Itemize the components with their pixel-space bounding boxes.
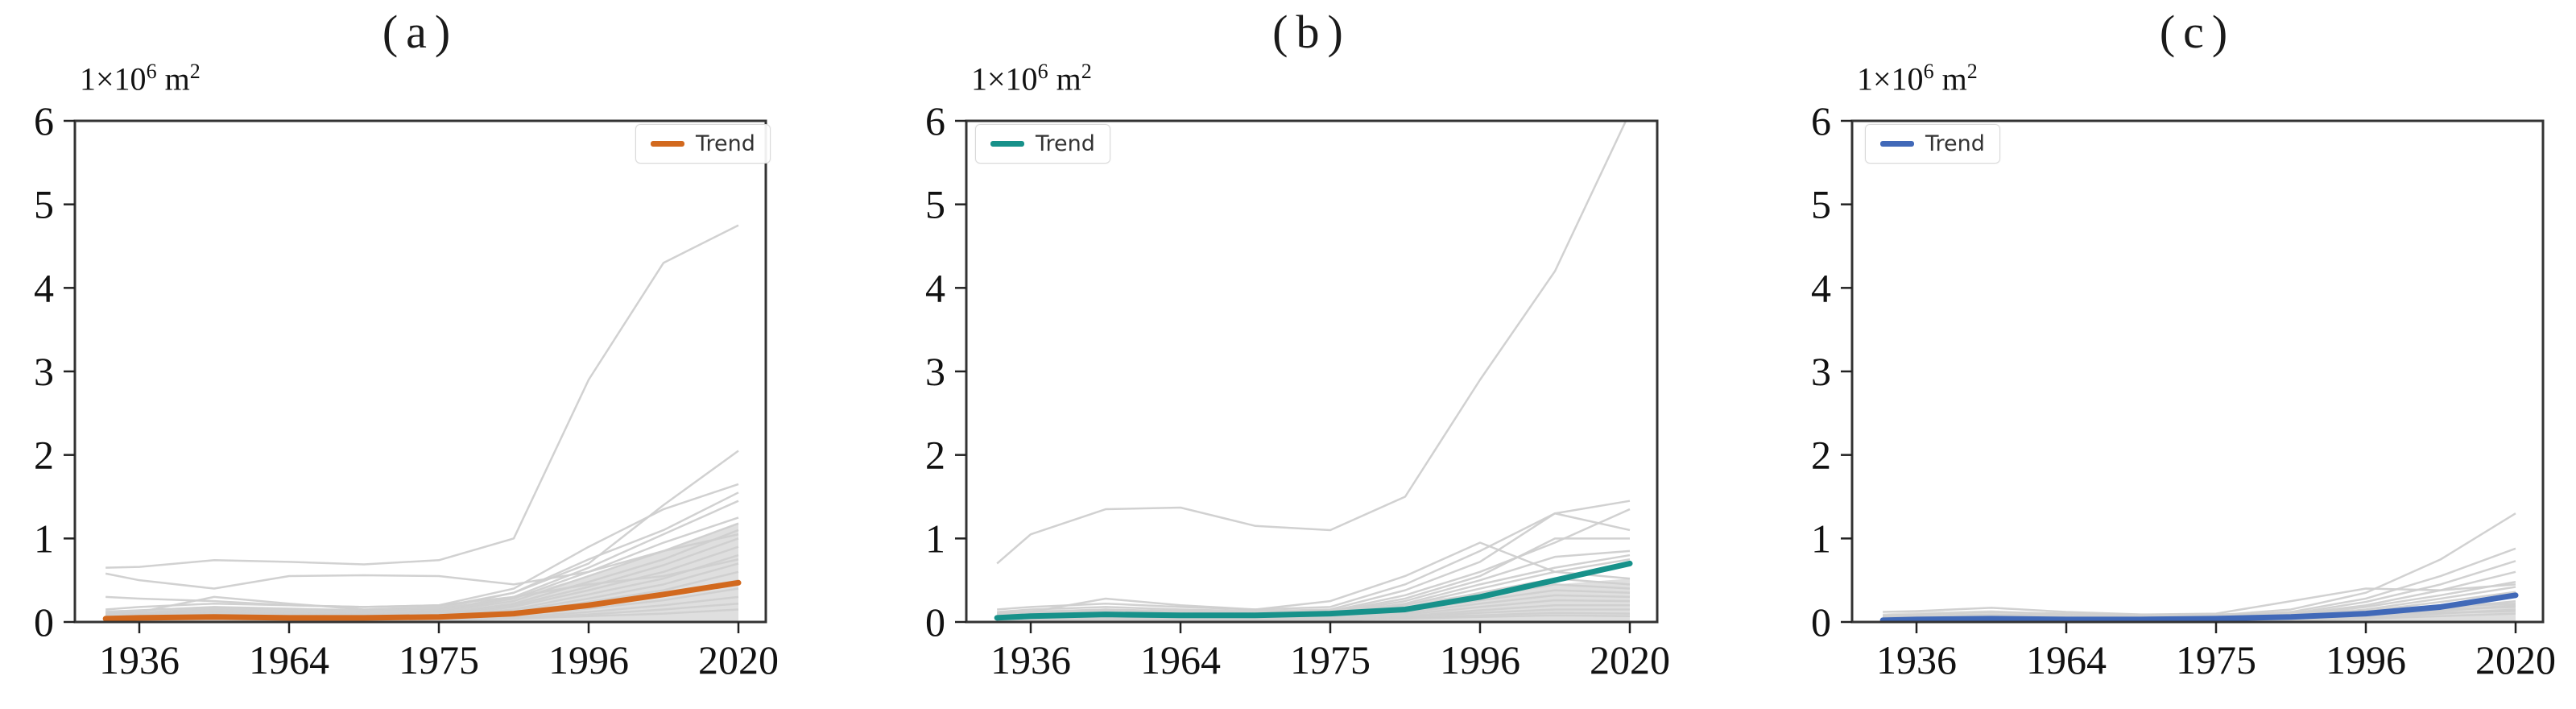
gray-series-line: [105, 224, 739, 569]
y-tick-label: 0: [34, 599, 54, 645]
y-tick-label: 3: [34, 349, 54, 394]
gray-series-line: [996, 121, 1627, 565]
y-tick-label: 4: [1811, 265, 1831, 310]
panel-c-y-axis-unit-label: 1×106 m2: [1857, 60, 1978, 97]
plot-area: [994, 121, 1633, 622]
axes-spines: [73, 119, 767, 624]
x-tick-label: 1936: [990, 637, 1071, 682]
x-tick-label: 1964: [1140, 637, 1221, 682]
y-unit-m-exponent: 2: [1081, 60, 1092, 83]
plot-area: [102, 224, 742, 622]
gray-series-line: [105, 500, 739, 615]
panel-a-legend: Trend: [635, 124, 771, 164]
legend-label: Trend: [1036, 131, 1095, 156]
axes-spines: [1850, 119, 2545, 624]
y-unit-m-exponent: 2: [189, 60, 201, 83]
panel-b-legend: Trend: [975, 124, 1110, 164]
y-tick-label: 6: [34, 98, 54, 143]
x-tick-label: 1975: [399, 637, 479, 682]
y-unit-exponent: 6: [146, 60, 157, 83]
y-tick-label: 0: [925, 599, 945, 645]
trend-line: [102, 579, 742, 622]
y-unit-exponent: 6: [1923, 60, 1934, 83]
panel-a-y-axis-unit-label: 1×106 m2: [80, 60, 201, 97]
y-tick-label: 5: [925, 182, 945, 227]
y-tick-label: 5: [1811, 182, 1831, 227]
chart-panel-a: 1936 1964 1975 1996 2020 0 1 2 3 4 5 6: [34, 98, 779, 682]
y-tick-label: 3: [925, 349, 945, 394]
y-unit-m: m: [1048, 60, 1081, 97]
y-tick-label: 1: [925, 516, 945, 561]
panel-b-title: (b): [1272, 6, 1351, 58]
y-tick-label: 1: [34, 516, 54, 561]
y-tick-label: 2: [925, 433, 945, 478]
y-tick-label: 4: [925, 265, 945, 310]
y-unit-base: 1×10: [80, 60, 147, 97]
chart-panel-c: 1936 1964 1975 1996 2020 0 1 2 3 4 5 6: [1811, 98, 2556, 682]
trend-line-swatch-orange: [651, 141, 684, 147]
x-tick-label: 2020: [698, 637, 779, 682]
gray-series-line: [105, 491, 739, 613]
y-tick-label: 4: [34, 265, 54, 310]
y-tick-label: 1: [1811, 516, 1831, 561]
gray-series-line: [997, 614, 1631, 622]
x-tick-label: 2020: [2475, 637, 2556, 682]
plot-area: [1879, 512, 2519, 622]
y-tick-label: 6: [1811, 98, 1831, 143]
trend-line: [1879, 592, 2519, 622]
x-tick-label: 1996: [548, 637, 629, 682]
y-tick-label: 2: [1811, 433, 1831, 478]
trend-line-swatch-teal: [990, 141, 1024, 147]
panel-c-legend: Trend: [1865, 124, 2000, 164]
y-unit-m: m: [1933, 60, 1967, 97]
gray-series-line: [997, 541, 1631, 615]
y-tick-label: 0: [1811, 599, 1831, 645]
panel-b-y-axis-unit-label: 1×106 m2: [971, 60, 1092, 97]
chart-panel-b: 1936 1964 1975 1996 2020 0 1 2 3 4 5 6: [925, 98, 1670, 682]
legend-label: Trend: [696, 131, 755, 156]
y-unit-m-exponent: 2: [1966, 60, 1978, 83]
y-tick-label: 5: [34, 182, 54, 227]
x-tick-label: 1975: [2176, 637, 2256, 682]
y-tick-label: 6: [925, 98, 945, 143]
gray-series-line: [105, 533, 739, 590]
gray-series-line: [105, 558, 739, 608]
y-tick-label: 3: [1811, 349, 1831, 394]
x-tick-label: 2020: [1590, 637, 1670, 682]
trend-line-swatch-blue: [1880, 141, 1914, 147]
y-tick-label: 2: [34, 433, 54, 478]
x-tick-label: 1996: [1440, 637, 1520, 682]
x-tick-label: 1964: [249, 637, 329, 682]
y-unit-base: 1×10: [1857, 60, 1924, 97]
y-unit-m: m: [156, 60, 190, 97]
x-tick-label: 1996: [2326, 637, 2406, 682]
legend-label: Trend: [1925, 131, 1985, 156]
x-tick-label: 1975: [1290, 637, 1371, 682]
gray-series-line: [997, 512, 1631, 613]
x-tick-label: 1964: [2026, 637, 2107, 682]
x-tick-label: 1936: [1876, 637, 1957, 682]
panel-c-title: (c): [2159, 6, 2236, 58]
axes-spines: [965, 119, 1659, 624]
panel-a-title: (a): [382, 6, 459, 58]
y-unit-base: 1×10: [971, 60, 1038, 97]
y-unit-exponent: 6: [1037, 60, 1048, 83]
trend-line: [994, 560, 1633, 621]
x-tick-label: 1936: [99, 637, 180, 682]
